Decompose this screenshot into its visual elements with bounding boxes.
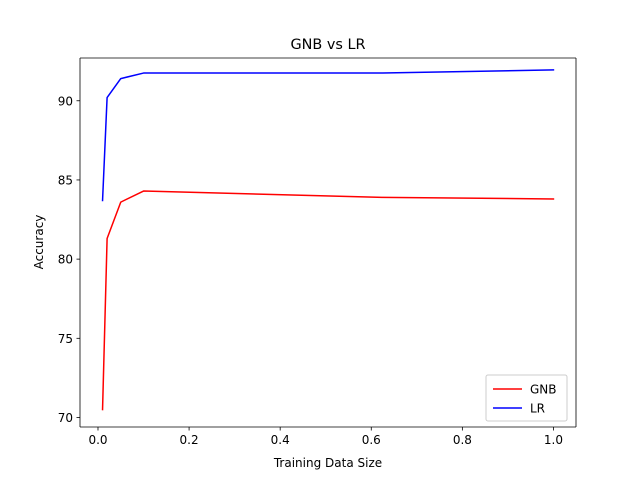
x-tick-label: 0.0 [88,433,107,447]
x-tick-label: 0.2 [180,433,199,447]
plot-area [80,58,576,427]
y-tick-label: 75 [58,332,73,346]
y-tick-label: 85 [58,173,73,187]
y-tick-label: 80 [58,253,73,267]
y-tick-label: 70 [58,411,73,425]
legend-label-gnb: GNB [530,383,557,397]
x-tick-label: 1.0 [544,433,563,447]
legend: GNB LR [485,374,568,422]
series-line-lr [101,69,555,202]
x-tick-label: 0.4 [271,433,290,447]
ticks-layer: 0.0 0.2 0.4 0.6 0.8 1.0 70 75 80 85 90 [58,94,563,447]
chart-title: GNB vs LR [291,37,366,53]
legend-label-lr: LR [530,402,545,416]
y-axis-label: Accuracy [32,215,46,270]
x-axis-label: Training Data Size [273,456,382,470]
y-tick-label: 90 [58,94,73,108]
legend-box [485,374,568,422]
x-tick-label: 0.8 [453,433,472,447]
series-layer [101,69,555,411]
series-line-gnb [101,190,555,411]
axes-layer [79,57,577,428]
plot-background [80,58,576,427]
x-tick-label: 0.6 [362,433,381,447]
